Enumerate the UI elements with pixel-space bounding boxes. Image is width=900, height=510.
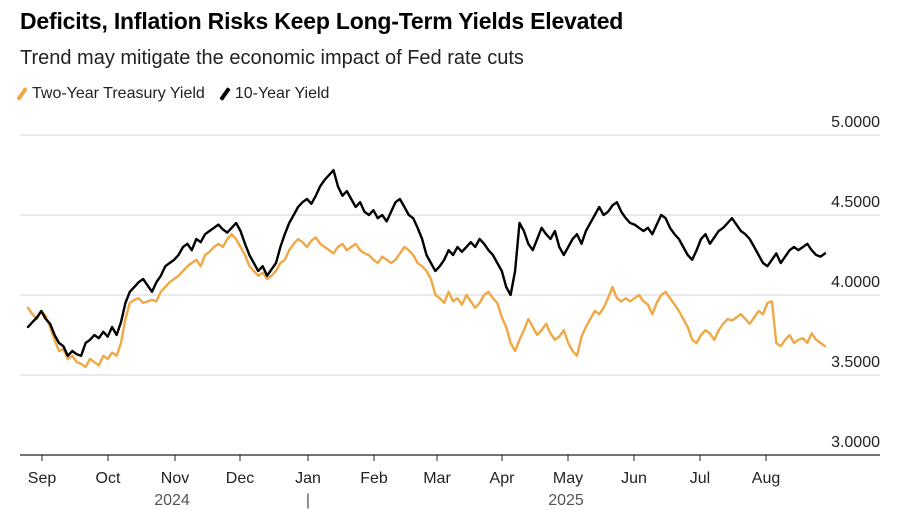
x-tick-label-mar: Mar [423, 470, 451, 487]
legend-item-two-year: Two-Year Treasury Yield [16, 85, 205, 103]
legend-item-ten-year: 10-Year Yield [219, 85, 330, 103]
chart-subtitle: Trend may mitigate the economic impact o… [20, 47, 524, 69]
x-tick-label-dec: Dec [226, 470, 254, 487]
year-divider: | [306, 492, 310, 509]
series-line-ten-year [26, 168, 827, 357]
y-tick-label: 4.0000 [831, 274, 880, 291]
series-line-two-year [26, 232, 827, 369]
y-tick-label: 3.5000 [831, 354, 880, 371]
y-tick-label: 3.0000 [831, 434, 880, 451]
x-tick-label-oct: Oct [96, 470, 121, 487]
year-label-2025: 2025 [548, 492, 584, 509]
x-tick-label-jan: Jan [295, 470, 321, 487]
x-tick-label-jun: Jun [621, 470, 647, 487]
x-tick-label-jul: Jul [690, 470, 710, 487]
legend: Two-Year Treasury Yield 10-Year Yield [16, 85, 330, 103]
y-tick-label: 4.5000 [831, 194, 880, 211]
x-tick-label-may: May [553, 470, 583, 487]
x-tick-label-feb: Feb [360, 470, 388, 487]
x-tick-label-sep: Sep [28, 470, 57, 487]
y-tick-label: 5.0000 [831, 114, 880, 131]
legend-label-two-year: Two-Year Treasury Yield [32, 85, 205, 102]
chart-title: Deficits, Inflation Risks Keep Long-Term… [20, 8, 624, 34]
x-tick-label-apr: Apr [490, 470, 516, 487]
legend-label-ten-year: 10-Year Yield [234, 85, 330, 102]
x-tick-label-nov: Nov [161, 470, 189, 487]
x-tick-label-aug: Aug [752, 470, 780, 487]
year-label-2024: 2024 [154, 492, 190, 509]
